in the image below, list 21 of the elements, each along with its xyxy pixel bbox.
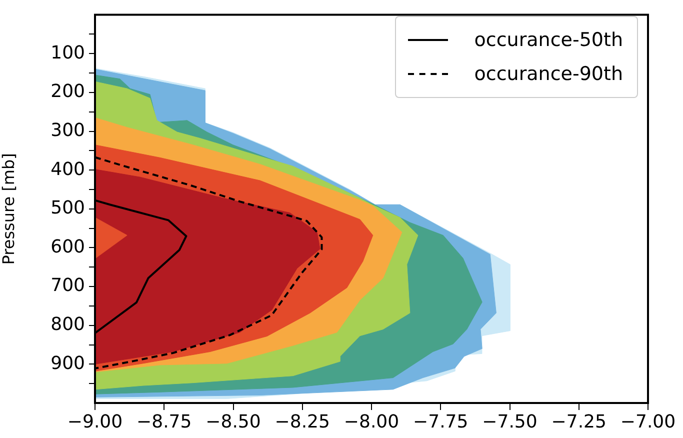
y-tick-label: 900 (50, 352, 85, 374)
y-tick-label: 700 (50, 275, 85, 296)
y-axis-title: Pressure [mb] (0, 153, 18, 265)
y-tick-label: 200 (50, 81, 85, 102)
x-tick-label: −8.25 (274, 411, 330, 432)
x-tick-label: −7.00 (620, 411, 676, 432)
y-tick-label: 300 (50, 120, 85, 141)
y-tick-label: 400 (50, 158, 85, 180)
x-tick-label: −7.25 (551, 411, 606, 432)
x-tick-label: −7.50 (482, 411, 538, 432)
y-tick-label: 100 (50, 42, 85, 64)
x-tick-label: −8.75 (136, 411, 192, 432)
y-tick-label: 500 (50, 198, 85, 219)
legend-label: occurance-90th (474, 63, 623, 85)
y-tick-label: 600 (50, 236, 85, 258)
x-tick-label: −9.00 (67, 411, 123, 432)
x-tick-label: −7.75 (413, 411, 468, 432)
x-tick-label: −8.00 (344, 411, 400, 432)
y-tick-label: 800 (50, 314, 85, 336)
legend-label: occurance-50th (474, 29, 623, 51)
x-tick-label: −8.50 (206, 411, 261, 432)
